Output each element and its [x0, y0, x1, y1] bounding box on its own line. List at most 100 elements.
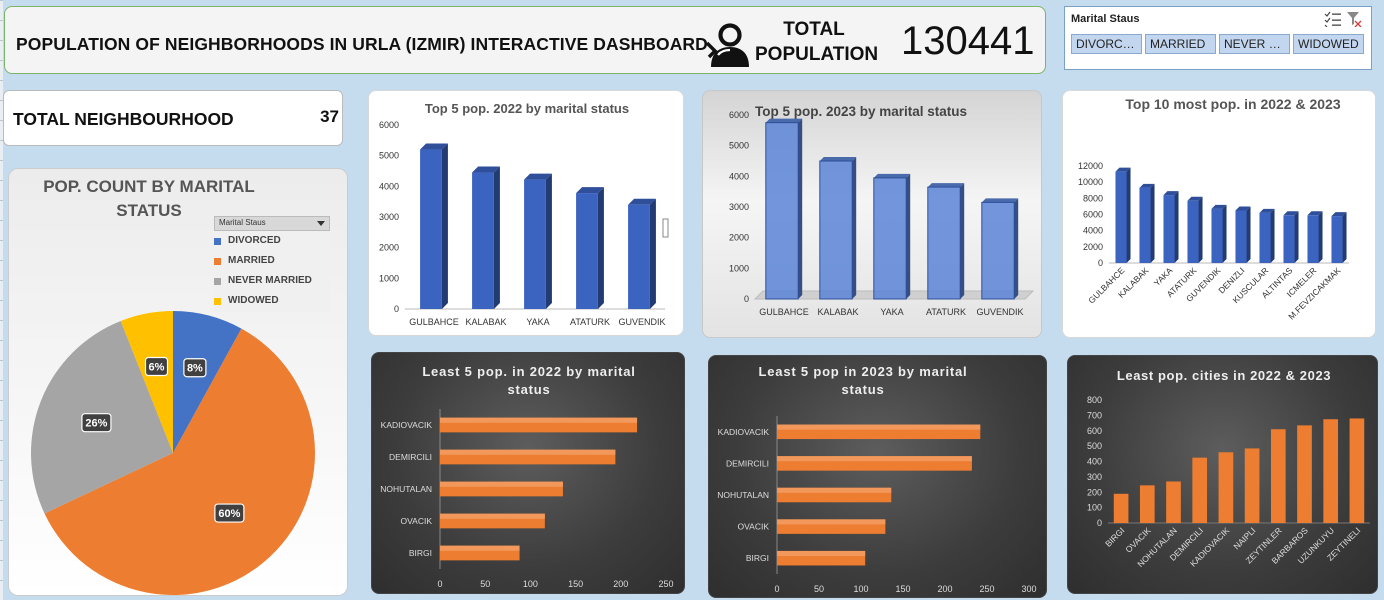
- pie-data-label: 6%: [149, 362, 165, 374]
- y-tick-label: 600: [1087, 426, 1102, 436]
- bar-kalabak: [472, 172, 494, 309]
- bar-top: [628, 198, 656, 205]
- total-neighbourhood-label: TOTAL NEIGHBOURHOOD: [13, 109, 234, 129]
- y-tick-label: 12000: [1078, 161, 1103, 171]
- y-tick-label: OVACIK: [401, 516, 433, 526]
- bar-yaka: [1163, 195, 1175, 263]
- y-tick-label: 4000: [1083, 226, 1103, 236]
- bar-guvendik: [1211, 208, 1223, 263]
- chevron-down-icon: [317, 221, 325, 226]
- bar-highlight: [440, 513, 545, 519]
- x-tick-label: 250: [658, 579, 673, 589]
- pie-chart: 8% 60% 26% 6%: [30, 311, 315, 595]
- multi-select-icon[interactable]: [1324, 11, 1341, 27]
- bar-side: [1126, 167, 1131, 263]
- bar-side: [649, 198, 656, 309]
- bar-demircili: [1192, 457, 1208, 523]
- bar-zeytineli: [1349, 418, 1365, 523]
- slicer-option-married[interactable]: MARRIED: [1145, 34, 1216, 54]
- bar-barbaros: [1297, 425, 1312, 523]
- x-tick-label: 0: [774, 584, 779, 594]
- y-tick-label: 5000: [379, 151, 399, 161]
- bar-side: [1174, 191, 1179, 263]
- legend-item-widowed: WIDOWED: [214, 291, 330, 311]
- bar-ataturk: [576, 193, 598, 309]
- x-tick-label: GUVENDIK: [618, 317, 665, 327]
- chart-top5-2022[interactable]: Top 5 pop. 2022 by marital status 0 1000 20…: [368, 90, 684, 336]
- chart-top5-2023[interactable]: Top 5 pop. 2023 by marital status 0 1000 20…: [702, 90, 1042, 338]
- y-tick-label: 800: [1087, 395, 1102, 405]
- slicer-option-widowed[interactable]: WIDOWED: [1293, 34, 1364, 54]
- y-tick-label: 4000: [379, 181, 399, 191]
- chart-title-line2: status: [507, 382, 550, 397]
- x-tick-label: 100: [853, 584, 868, 594]
- bar-top: [1331, 212, 1347, 217]
- bar-side: [1198, 196, 1203, 263]
- pie-data-label: 26%: [85, 418, 107, 430]
- dashboard-title: POPULATION OF NEIGHBORHOODS IN URLA (IZM…: [16, 34, 708, 54]
- bar-side: [1222, 204, 1227, 263]
- bar-highlight: [440, 545, 520, 551]
- user-icon: [705, 23, 749, 67]
- x-tick-label: YAKA: [526, 317, 549, 327]
- legend-item-divorced: DIVORCED: [214, 231, 330, 251]
- chart-title: Top 5 pop. 2023 by marital status: [755, 104, 967, 119]
- chart-top10[interactable]: Top 10 most pop. in 2022 & 2023 0 2000 4000…: [1062, 90, 1376, 338]
- bar-top: [873, 173, 911, 178]
- chart-title-line2: status: [841, 382, 884, 397]
- pie-legend: Marital Staus DIVORCED MARRIED NEVER MAR…: [214, 216, 330, 312]
- slicer-title: Marital Staus: [1071, 13, 1140, 25]
- pie-title: POP. COUNT BY MARITAL STATUS: [43, 177, 255, 220]
- y-tick-label: 400: [1087, 457, 1102, 467]
- bar-side: [1318, 211, 1323, 263]
- bar-top: [1259, 208, 1275, 213]
- y-tick-label: 700: [1087, 410, 1102, 420]
- header-bar: POPULATION OF NEIGHBORHOODS IN URLA (IZM…: [4, 6, 1046, 74]
- least-cities-svg: Least pop. cities in 2022 & 2023 0 100 200 3…: [1087, 368, 1370, 569]
- pie-data-label: 60%: [218, 508, 240, 520]
- bar-yaka: [524, 179, 546, 309]
- total-neighbourhood-value: 37: [320, 107, 339, 126]
- x-tick-label: 300: [1021, 584, 1036, 594]
- top10-svg: Top 10 most pop. in 2022 & 2023 0 2000 4000…: [1078, 96, 1349, 322]
- bar-highlight: [777, 487, 892, 493]
- legend-filter-dropdown[interactable]: Marital Staus: [214, 216, 330, 231]
- bar-guvendik: [628, 204, 650, 309]
- x-tick-label: 200: [937, 584, 952, 594]
- y-tick-label: 4000: [729, 171, 749, 181]
- legend-head-label: Marital Staus: [219, 218, 266, 227]
- bar-altintas: [1283, 215, 1295, 263]
- chart-least5-2022[interactable]: Least 5 pop. in 2022 by marital status 0 50…: [371, 352, 685, 594]
- bar-kalabak: [1139, 187, 1151, 263]
- chart-least5-2023[interactable]: Least 5 pop in 2023 by marital status 0 50 1…: [708, 355, 1047, 598]
- chart-title: Least 5 pop in 2023 by marital: [759, 364, 968, 379]
- slicer-option-divorced[interactable]: DIVORCED: [1071, 34, 1142, 54]
- clear-filter-icon[interactable]: [1347, 12, 1362, 27]
- chart-title: Least 5 pop. in 2022 by marital: [422, 364, 635, 379]
- y-tick-label: 2000: [1083, 242, 1103, 252]
- y-tick-label: 0: [394, 304, 399, 314]
- chart-least-cities[interactable]: Least pop. cities in 2022 & 2023 0 100 200 3…: [1067, 355, 1378, 594]
- y-tick-label: 500: [1087, 441, 1102, 451]
- x-tick-label: GULBAHCE: [759, 307, 809, 317]
- spreadsheet-edge: [0, 0, 3, 600]
- y-tick-label: 6000: [1083, 210, 1103, 220]
- slicer-option-never-married[interactable]: NEVER M...: [1219, 34, 1290, 54]
- y-tick-label: KADIOVACIK: [381, 420, 433, 430]
- pie-chart-card[interactable]: POP. COUNT BY MARITAL STATUS Marital Sta…: [8, 168, 348, 596]
- bar-side: [852, 157, 857, 299]
- total-population-value: 130441: [901, 19, 1035, 63]
- bar-top: [1283, 211, 1299, 216]
- x-tick-label: 200: [613, 579, 628, 589]
- bar-highlight: [777, 550, 866, 557]
- bar-ovacik: [1139, 485, 1155, 523]
- bar-highlight: [777, 456, 972, 462]
- y-tick-label: 2000: [379, 243, 399, 253]
- x-tick-label: KALABAK: [817, 307, 858, 317]
- y-tick-label: 5000: [729, 141, 749, 151]
- bar-top: [1139, 183, 1155, 188]
- bar-nohutalan: [1166, 481, 1181, 523]
- x-tick-label: YAKA: [880, 307, 903, 317]
- bar-ataturk: [1187, 200, 1199, 263]
- pie-label-box: [81, 413, 112, 433]
